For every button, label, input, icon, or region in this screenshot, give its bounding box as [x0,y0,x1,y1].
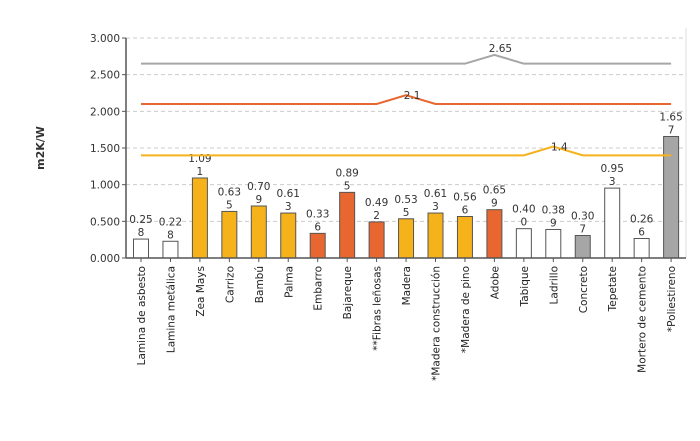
bar-value-label: 0.61 [424,188,447,200]
bar-value-label: 0.40 [512,204,535,216]
bar-value-label: 0.25 [129,214,152,226]
bar-value-label-digit: 6 [638,226,645,238]
bar-value-label: 0.26 [630,213,654,225]
bar-value-label-digit: 6 [462,204,469,216]
x-tick-label: *Madera de pino [460,266,472,353]
x-tick-label: Madera [401,266,413,305]
bar-value-label-digit: 5 [403,207,410,219]
bar [604,187,621,259]
x-tick-label: Zea Mays [195,266,207,317]
x-tick-label: Lamina metálica [165,266,177,353]
x-tick-label: Tabique [519,266,531,307]
series-line [141,53,672,65]
bar-value-label: 0.38 [542,204,565,216]
bar-value-label-digit: 8 [167,229,174,241]
bar-value-label: 0.22 [159,216,182,228]
bar-value-label: 0.70 [247,181,270,193]
y-tick-label: 0.000 [90,253,120,265]
bar-value-label-digit: 1 [197,166,204,178]
line-label: 1.4 [551,142,568,154]
x-tick-label: Adobe [489,266,501,299]
y-tick-label: 3.000 [90,33,120,45]
bar [309,232,326,259]
bar [162,240,179,259]
bar-value-label-digit: 3 [432,201,439,213]
bar-value-label-digit: 6 [314,221,321,233]
bar-value-label-digit: 5 [344,180,351,192]
y-tick-label: 0.500 [90,216,120,228]
x-tick-label: Bambú [254,266,266,303]
bar [280,212,297,259]
bar [191,177,208,259]
bar-value-label-digit: 8 [138,227,145,239]
series-line [141,94,672,105]
bar-value-label-digit: 2 [373,210,380,222]
bar-value-label-digit: 0 [521,217,528,229]
bar-value-label: 0.56 [453,191,477,203]
x-tick-label: Palma [283,266,295,298]
line-label: 2.1 [404,90,421,102]
x-tick-label: *Madera construcción [431,266,443,381]
bar [486,209,503,259]
y-tick-label: 1.500 [90,143,120,155]
x-tick-label: Lamina de asbesto [136,266,148,365]
x-tick-label: *Poliestireno [666,266,678,332]
bar-value-label-digit: 5 [226,199,233,211]
bar [221,210,238,259]
y-tick-label: 2.000 [90,106,120,118]
bar [133,238,149,259]
bar [427,212,444,259]
bar-value-label: 0.63 [218,186,241,198]
bar-value-label: 0.95 [601,163,624,175]
bar-value-label: 0.89 [335,167,358,179]
x-tick-label: **Fibras leñosas [372,266,384,351]
bar [633,237,650,259]
bar-value-label: 0.61 [277,188,300,200]
x-tick-label: Embarro [313,266,325,311]
bar-value-label-digit: 9 [550,217,557,229]
y-tick-label: 2.500 [90,70,120,82]
y-axis-label: m2K/W [34,126,47,170]
bar-value-label: 0.53 [394,194,417,206]
bar-value-label: 0.30 [571,210,594,222]
x-tick-label: Mortero de cemento [637,266,649,373]
bar-value-label: 0.49 [365,197,388,209]
bar-value-label-digit: 9 [255,194,262,206]
bar-value-label: 1.65 [659,111,682,123]
bar [574,234,591,259]
bar-value-label-digit: 3 [285,201,292,213]
x-tick-label: Tepetate [607,266,619,312]
bar-value-label-digit: 7 [579,223,586,235]
bar-value-label-digit: 9 [491,198,498,210]
bar-value-label-digit: 3 [609,176,616,188]
x-tick-label: Concreto [578,266,590,313]
x-tick-label: Ladrillo [548,266,560,304]
bar [368,221,385,259]
line-label: 2.65 [489,43,512,55]
bar [515,228,532,259]
bar-value-label-digit: 7 [668,124,675,136]
bar-value-label: 0.65 [483,185,506,197]
series-line [141,145,672,157]
bar [398,218,415,259]
bar [250,205,267,259]
bar [456,215,473,259]
y-tick-label: 1.000 [90,180,120,192]
bar [339,191,356,259]
bar [545,228,562,259]
x-tick-label: Carrizo [224,266,236,303]
x-tick-label: Bajareque [342,266,354,319]
bar-value-label: 0.33 [306,208,329,220]
